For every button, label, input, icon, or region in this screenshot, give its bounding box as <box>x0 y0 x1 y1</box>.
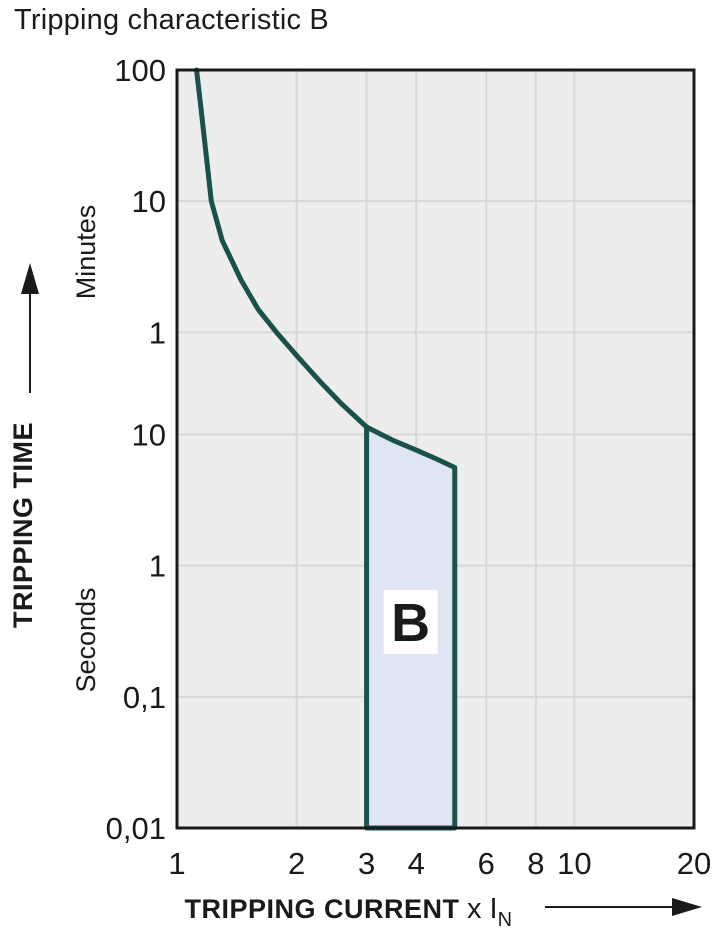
x-tick-label: 1 <box>168 846 185 881</box>
x-axis-title: TRIPPING CURRENT <box>184 894 459 924</box>
x-tick-label: 4 <box>408 846 425 881</box>
y-unit-seconds-label: Seconds <box>71 587 101 692</box>
plot-border <box>175 68 696 830</box>
region-label-background <box>383 590 438 654</box>
x-tick-label: 10 <box>557 846 591 881</box>
x-axis-tick-labels: 1 2 3 4 6 8 10 20 <box>168 846 711 881</box>
y-tick-label: 100 <box>114 53 166 88</box>
x-tick-label: 8 <box>527 846 544 881</box>
y-unit-minutes-label: Minutes <box>71 205 101 300</box>
region-label: B <box>391 593 430 653</box>
x-axis-multiplier: x IN <box>467 893 512 931</box>
x-tick-label: 2 <box>288 846 305 881</box>
x-tick-label: 3 <box>358 846 375 881</box>
chart-title: Tripping characteristic B <box>14 4 329 36</box>
y-tick-label: 10 <box>132 417 166 452</box>
y-tick-label: 1 <box>149 315 166 350</box>
right-arrow-icon <box>545 898 702 916</box>
y-tick-label: 10 <box>132 184 166 219</box>
up-arrow-icon <box>21 263 39 393</box>
y-axis-tick-labels: 100 10 1 10 1 0,1 0,01 <box>106 53 166 846</box>
x-tick-label: 6 <box>478 846 495 881</box>
y-tick-label: 0,01 <box>106 811 166 846</box>
x-tick-label: 20 <box>677 846 711 881</box>
y-tick-label: 1 <box>149 549 166 584</box>
y-tick-label: 0,1 <box>123 680 166 715</box>
y-axis-title: TRIPPING TIME <box>8 422 38 628</box>
trip-curve <box>194 67 370 430</box>
